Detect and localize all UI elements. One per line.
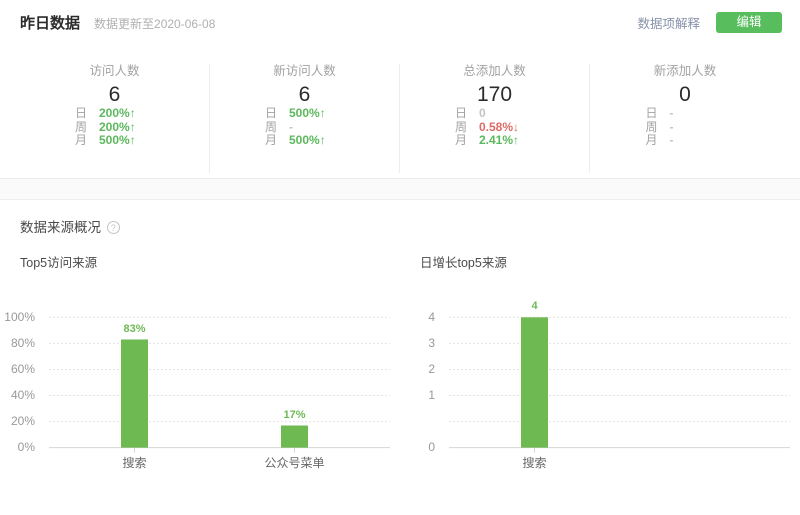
svg-text:0: 0 [428, 440, 435, 454]
svg-text:搜索: 搜索 [522, 455, 546, 470]
svg-text:2: 2 [428, 362, 435, 376]
svg-text:4: 4 [531, 300, 538, 312]
svg-text:20%: 20% [11, 414, 35, 428]
svg-text:0%: 0% [18, 440, 36, 454]
svg-text:80%: 80% [11, 336, 35, 350]
svg-text:搜索: 搜索 [122, 455, 146, 470]
svg-text:40%: 40% [11, 388, 35, 402]
svg-text:3: 3 [428, 336, 435, 350]
svg-text:公众号菜单: 公众号菜单 [264, 456, 324, 470]
svg-text:17%: 17% [283, 409, 305, 421]
svg-text:83%: 83% [123, 323, 145, 335]
svg-text:1: 1 [428, 388, 435, 402]
svg-text:100%: 100% [4, 310, 35, 324]
svg-text:60%: 60% [11, 362, 35, 376]
svg-text:4: 4 [428, 310, 435, 324]
